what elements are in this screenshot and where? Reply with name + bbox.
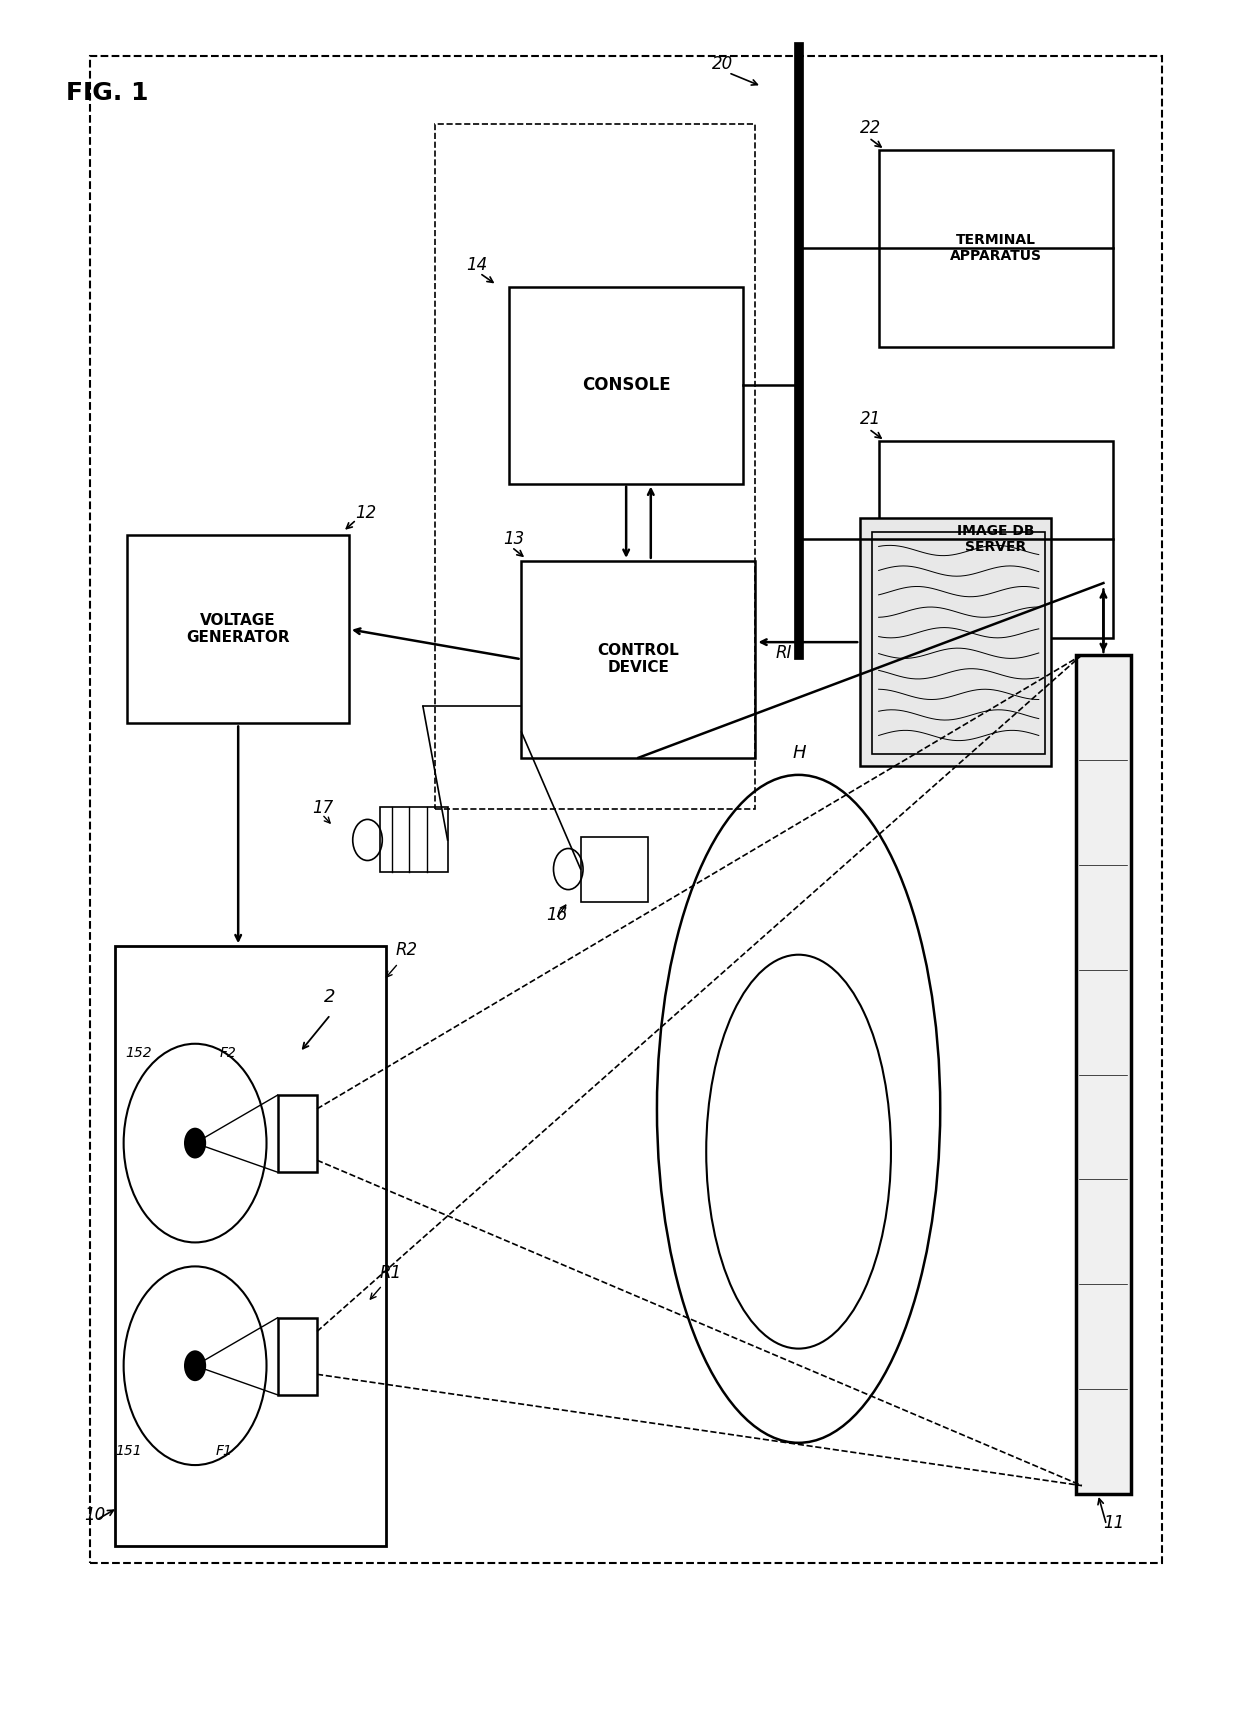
Text: 2: 2: [325, 988, 336, 1007]
Text: 151: 151: [115, 1444, 141, 1458]
Text: R2: R2: [396, 941, 418, 959]
Text: 13: 13: [503, 530, 525, 547]
Text: CONSOLE: CONSOLE: [582, 377, 671, 394]
Text: IMAGE DB
SERVER: IMAGE DB SERVER: [957, 525, 1034, 554]
Bar: [580, 836, 649, 902]
Text: 16: 16: [546, 907, 568, 924]
Text: CONTROL
DEVICE: CONTROL DEVICE: [598, 644, 680, 675]
Text: 11: 11: [1102, 1514, 1125, 1532]
Bar: [861, 518, 1052, 766]
Bar: [278, 1095, 317, 1172]
Bar: [278, 1318, 317, 1394]
Bar: [873, 532, 1045, 754]
Text: RI: RI: [775, 644, 791, 663]
Text: F2: F2: [219, 1046, 237, 1060]
Bar: [91, 55, 1162, 1563]
Text: R1: R1: [379, 1265, 402, 1282]
Text: 14: 14: [466, 256, 487, 274]
Bar: [879, 441, 1112, 638]
Text: 12: 12: [355, 504, 377, 521]
Text: TERMINAL
APPARATUS: TERMINAL APPARATUS: [950, 232, 1042, 263]
Text: VOLTAGE
GENERATOR: VOLTAGE GENERATOR: [186, 613, 290, 645]
Bar: [522, 561, 755, 757]
Text: 17: 17: [312, 799, 334, 816]
Circle shape: [184, 1127, 206, 1158]
Bar: [879, 150, 1112, 346]
Bar: [115, 947, 386, 1545]
Text: 152: 152: [125, 1046, 151, 1060]
Bar: [435, 124, 755, 809]
Text: H: H: [792, 743, 806, 762]
Text: 20: 20: [712, 55, 734, 74]
Bar: [128, 535, 348, 723]
Text: F1: F1: [216, 1444, 233, 1458]
Text: FIG. 1: FIG. 1: [66, 81, 149, 105]
Bar: [510, 287, 743, 484]
Circle shape: [184, 1351, 206, 1382]
Bar: [379, 807, 448, 873]
Bar: [1076, 656, 1131, 1494]
Text: 21: 21: [861, 410, 882, 429]
Text: 10: 10: [84, 1506, 105, 1523]
Text: 22: 22: [861, 119, 882, 136]
